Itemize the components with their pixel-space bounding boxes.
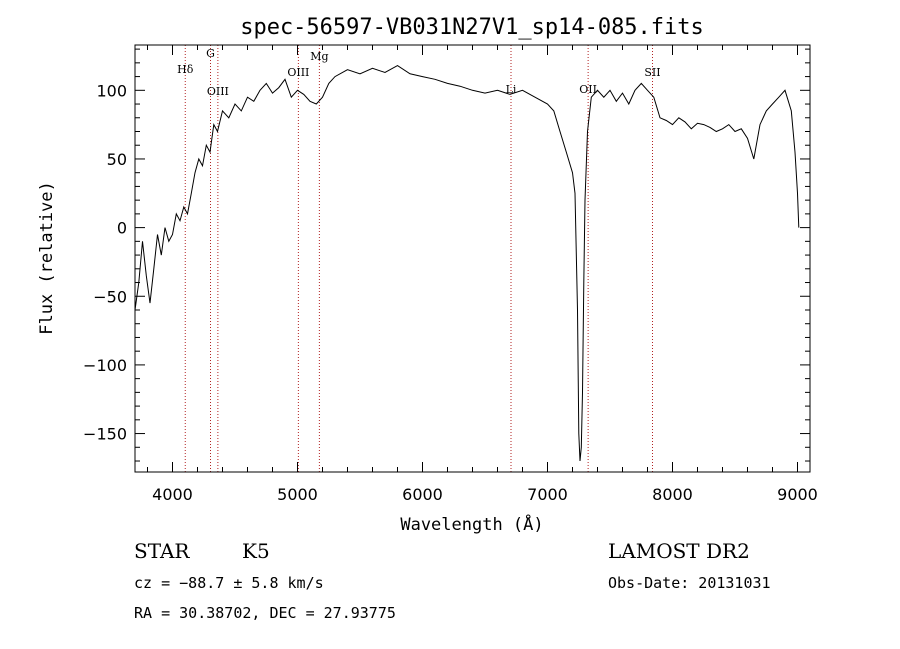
y-tick-label: −50 [93,287,127,306]
cz-value: cz = −88.7 ± 5.8 km/s [134,574,324,592]
reference-line-label: Mg [310,50,328,63]
subclass-label: K5 [242,539,270,563]
y-tick-label: 0 [117,219,127,238]
x-tick-label: 7000 [527,485,568,504]
radec-value: RA = 30.38702, DEC = 27.93775 [134,604,396,622]
y-tick-label: −100 [83,356,127,375]
reference-line-label: G [206,47,215,60]
y-tick-label: −150 [83,425,127,444]
reference-line-label: OIII [207,85,229,98]
y-tick-label: 50 [107,150,127,169]
y-tick-label: 100 [96,81,127,100]
plot-frame [134,44,811,473]
reference-line-label: OII [579,83,597,96]
obs-date: Obs-Date: 20131031 [608,574,771,592]
chart-title: spec-56597-VB031N27V1_sp14-085.fits [240,15,704,40]
survey-label: LAMOST DR2 [608,539,750,563]
reference-line-label: Li [506,83,517,96]
x-axis-label: Wavelength (Å) [400,513,543,535]
axis-ticks: 4000 5000 6000 7000 8000 9000 −150 −100 −50 0 50 10… [83,45,818,504]
x-tick-label: 5000 [277,485,318,504]
y-axis-label: Flux (relative) [37,181,57,335]
x-tick-label: 9000 [777,485,818,504]
reference-line-label: SII [644,66,660,79]
reference-line-label: OIII [287,66,309,79]
reference-line-label: Hδ [177,63,194,76]
spectrum-series-line [134,65,800,462]
star-class-label: STAR [134,539,190,563]
x-tick-label: 8000 [652,485,693,504]
x-tick-label: 6000 [402,485,443,504]
x-tick-label: 4000 [152,485,193,504]
